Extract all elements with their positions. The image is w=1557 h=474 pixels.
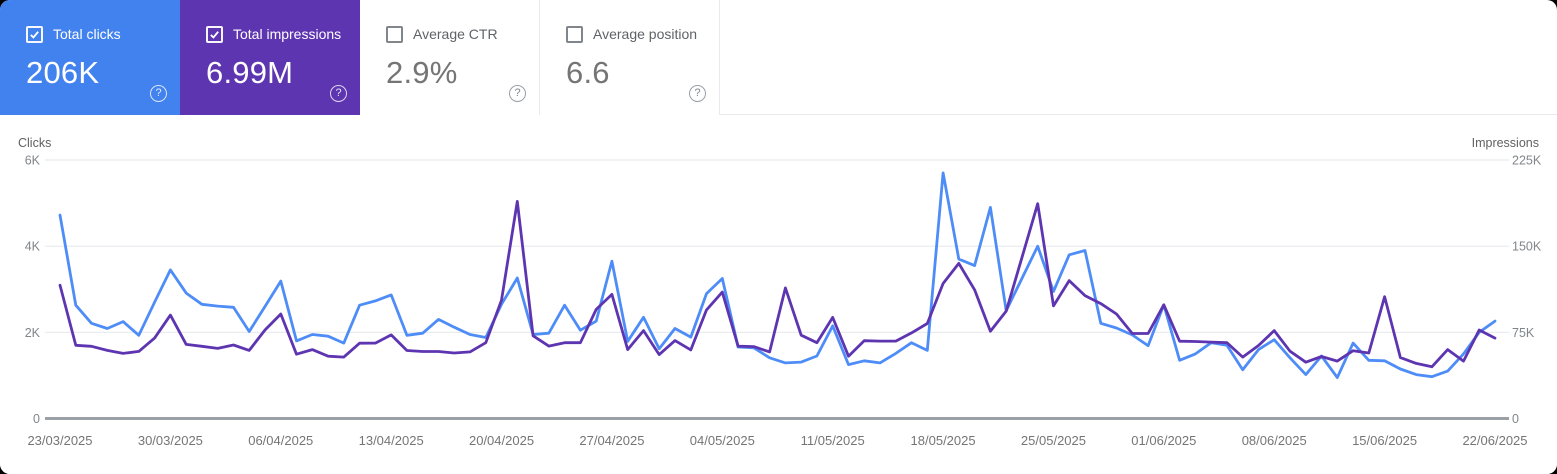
help-icon[interactable]: ? — [509, 85, 526, 102]
x-axis-label: 18/05/2025 — [911, 433, 976, 448]
y-axis-labels-right: 0 75K 150K 225K — [1512, 154, 1542, 427]
x-axis-label: 20/04/2025 — [469, 433, 534, 448]
x-axis-label: 13/04/2025 — [359, 433, 424, 448]
left-axis-title: Clicks — [18, 136, 51, 150]
card-label: Total impressions — [233, 26, 342, 42]
chart-hover-area[interactable] — [45, 155, 1509, 419]
help-icon[interactable]: ? — [330, 85, 347, 102]
y-tick-right: 0 — [1512, 412, 1519, 426]
card-average-ctr[interactable]: Average CTR 2.9% ? — [360, 0, 540, 115]
y-tick-right: 75K — [1512, 326, 1535, 340]
card-value: 206K — [26, 55, 100, 90]
card-value: 6.99M — [206, 55, 294, 90]
card-label: Total clicks — [53, 26, 121, 42]
card-value: 2.9% — [386, 55, 458, 90]
x-axis-label: 08/06/2025 — [1242, 433, 1307, 448]
series-lines — [58, 171, 1497, 380]
x-axis-label: 06/04/2025 — [248, 433, 313, 448]
x-axis-labels: 23/03/2025 30/03/2025 06/04/2025 13/04/2025… — [27, 433, 1527, 448]
y-tick-left: 6K — [25, 154, 41, 168]
x-axis-label: 11/05/2025 — [801, 433, 865, 448]
y-axis-labels-left: 0 2K 4K 6K — [25, 154, 41, 427]
y-tick-left: 2K — [25, 326, 41, 340]
metric-cards-row: Total clicks 206K ? Total impressions 6.… — [0, 0, 1557, 115]
y-tick-left: 0 — [33, 412, 40, 426]
card-total-impressions[interactable]: Total impressions 6.99M ? — [180, 0, 360, 115]
card-value: 6.6 — [566, 55, 610, 90]
card-total-clicks[interactable]: Total clicks 206K ? — [0, 0, 180, 115]
y-tick-left: 4K — [25, 240, 41, 254]
x-axis-label: 15/06/2025 — [1352, 433, 1417, 448]
card-label: Average CTR — [413, 26, 498, 42]
performance-chart: Clicks Impressions 0 2K 4K 6K 0 75K 150K 225K … — [0, 115, 1557, 474]
y-tick-right: 150K — [1512, 240, 1542, 254]
x-axis-label: 04/05/2025 — [690, 433, 755, 448]
average-ctr-checkbox[interactable] — [386, 25, 403, 43]
checkmark-icon — [210, 30, 219, 39]
impressions-line — [58, 200, 1497, 369]
x-axis-label: 25/05/2025 — [1021, 433, 1086, 448]
help-icon[interactable]: ? — [689, 85, 706, 102]
card-label: Average position — [593, 26, 698, 42]
average-position-checkbox[interactable] — [566, 25, 583, 43]
y-tick-right: 225K — [1512, 154, 1542, 168]
card-average-position[interactable]: Average position 6.6 ? — [540, 0, 720, 115]
checkmark-icon — [30, 30, 39, 39]
total-clicks-checkbox[interactable] — [26, 25, 43, 43]
x-axis-label: 01/06/2025 — [1131, 433, 1196, 448]
help-icon[interactable]: ? — [150, 85, 167, 102]
x-axis-label: 23/03/2025 — [27, 433, 92, 448]
total-impressions-checkbox[interactable] — [206, 25, 223, 43]
x-axis-label: 30/03/2025 — [138, 433, 203, 448]
clicks-line — [58, 171, 1497, 380]
right-axis-title: Impressions — [1472, 136, 1539, 150]
x-axis-label: 22/06/2025 — [1462, 433, 1527, 448]
x-axis-label: 27/04/2025 — [579, 433, 644, 448]
